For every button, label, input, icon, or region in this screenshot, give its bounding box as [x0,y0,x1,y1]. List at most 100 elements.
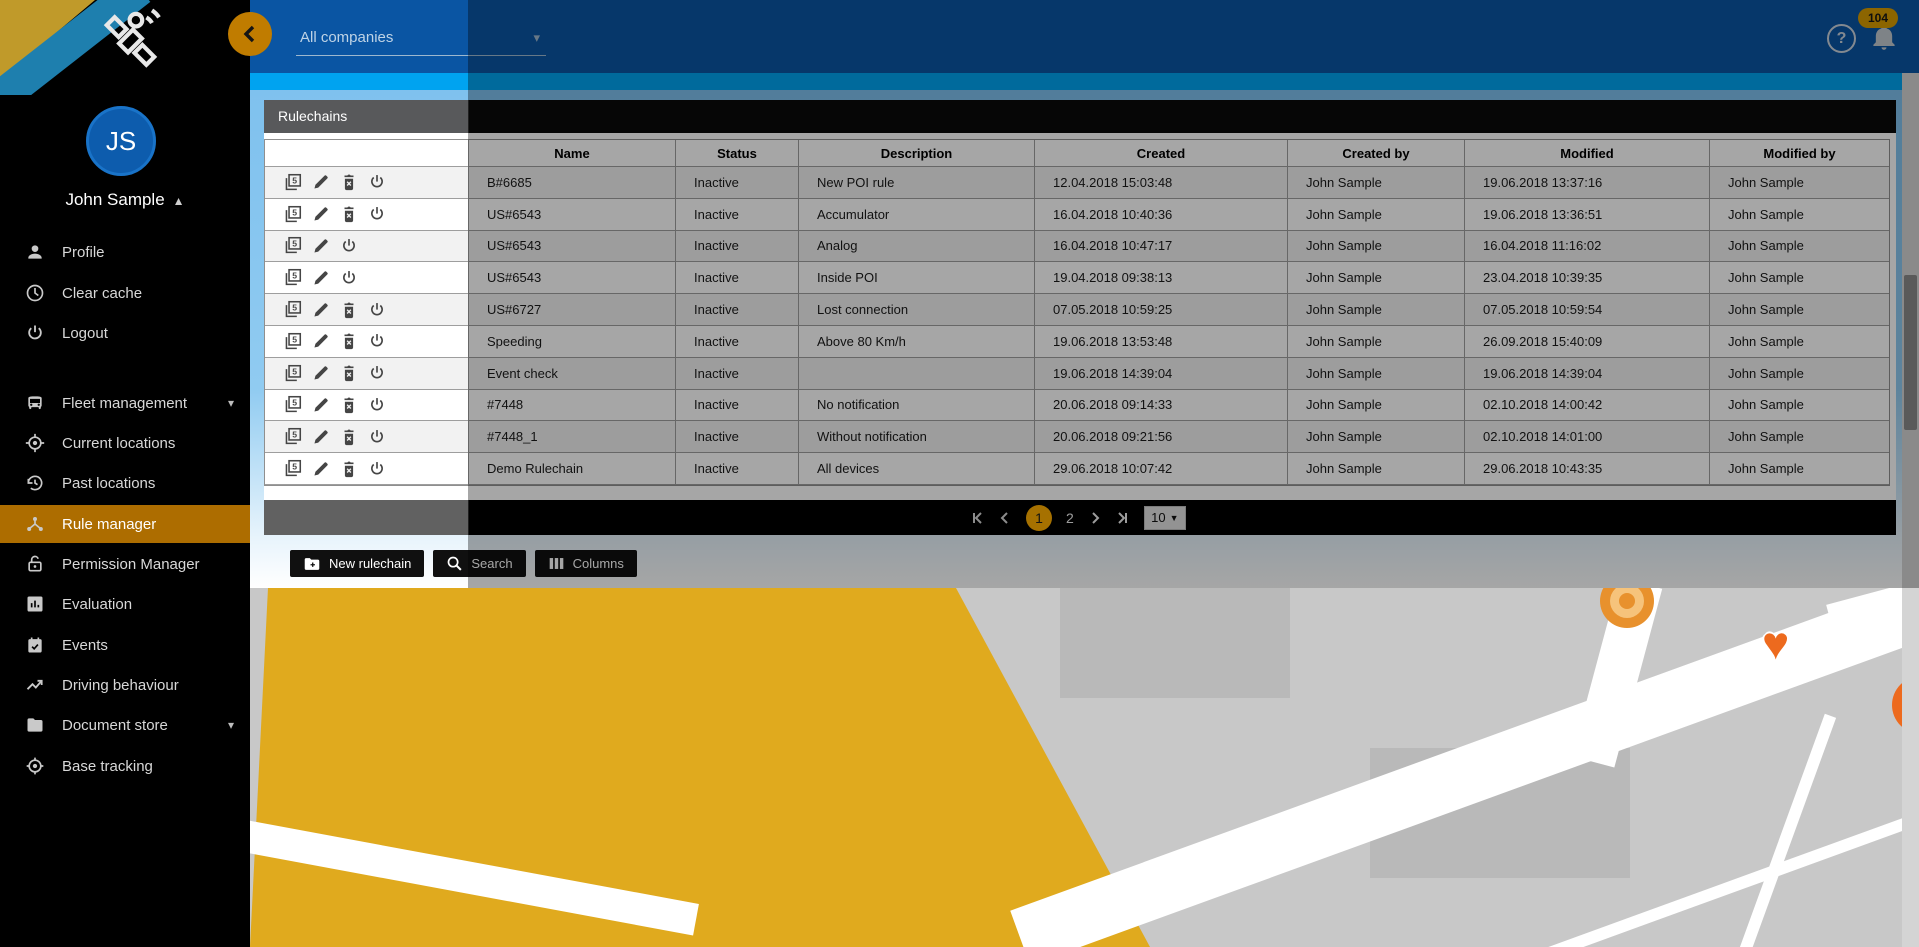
cell-modified: 02.10.2018 14:00:42 [1465,389,1710,422]
cell-modified: 19.06.2018 13:36:51 [1465,198,1710,231]
sidebar-item-profile[interactable]: Profile [0,233,250,271]
back-button[interactable] [228,12,272,56]
cell-status: Inactive [676,167,799,199]
row-power-icon[interactable] [368,460,386,478]
copy-5-icon[interactable]: 5 [283,300,302,319]
first-page-icon[interactable] [970,511,984,525]
sidebar-item-past-locations[interactable]: Past locations [0,464,250,502]
app-logo [0,0,250,95]
sidebar-item-current-locations[interactable]: Current locations [0,424,250,462]
copy-5-icon[interactable]: 5 [283,205,302,224]
last-page-icon[interactable] [1116,511,1130,525]
sidebar-item-permission-manager[interactable]: Permission Manager [0,545,250,583]
delete-icon[interactable] [340,173,358,191]
edit-icon[interactable] [312,396,330,414]
copy-5-icon[interactable]: 5 [283,364,302,383]
row-power-icon[interactable] [368,428,386,446]
company-select[interactable]: All companies ▾ [296,26,546,56]
copy-5-icon[interactable]: 5 [283,459,302,478]
edit-icon[interactable] [312,364,330,382]
next-page-icon[interactable] [1088,511,1102,525]
columns-button[interactable]: Columns [534,550,637,577]
header-cell-description[interactable]: Description [799,140,1035,167]
cell-name: US#6543 [469,262,676,295]
header-cell-created[interactable]: Created [1035,140,1288,167]
cell-description [799,357,1035,390]
row-power-icon[interactable] [340,237,358,255]
copy-5-icon[interactable]: 5 [283,427,302,446]
map-poi-dot [1619,593,1635,609]
cell-description: All devices [799,453,1035,485]
row-actions: 5 [265,357,469,390]
sidebar-item-label: Past locations [62,474,156,492]
copy-5-icon[interactable]: 5 [283,236,302,255]
edit-icon[interactable] [312,460,330,478]
page-2[interactable]: 2 [1066,509,1074,526]
sidebar-item-logout[interactable]: Logout [0,314,250,352]
copy-5-icon[interactable]: 5 [283,173,302,192]
sidebar-item-evaluation[interactable]: Evaluation [0,585,250,623]
sidebar-item-document-store[interactable]: Document store ▾ [0,706,250,744]
edit-icon[interactable] [312,173,330,191]
company-select-value: All companies [300,29,394,46]
avatar[interactable]: JS [86,106,156,176]
edit-icon[interactable] [312,205,330,223]
edit-icon[interactable] [312,269,330,287]
edit-icon[interactable] [312,428,330,446]
cell-description: No notification [799,389,1035,422]
cell-created-by: John Sample [1288,198,1465,231]
scrollbar-track[interactable] [1902,73,1919,947]
row-power-icon[interactable] [368,173,386,191]
delete-icon[interactable] [340,364,358,382]
cell-modified-by: John Sample [1710,325,1889,358]
sidebar-item-rule-manager[interactable]: Rule manager [0,505,250,543]
user-name[interactable]: John Sample ▲ [65,190,185,209]
delete-icon[interactable] [340,428,358,446]
delete-icon[interactable] [340,396,358,414]
edit-icon[interactable] [312,332,330,350]
edit-icon[interactable] [312,301,330,319]
row-power-icon[interactable] [368,364,386,382]
help-icon[interactable]: ? [1827,24,1856,53]
page-size-select[interactable]: 10 ▼ [1143,505,1186,530]
table-row: 5 US#6543 Inactive Inside POI 19.04.2018… [265,262,1889,295]
sidebar-item-fleet-management[interactable]: Fleet management ▾ [0,384,250,422]
edit-icon[interactable] [312,237,330,255]
delete-icon[interactable] [340,205,358,223]
header-cell-name[interactable]: Name [469,140,676,167]
row-actions: 5 [265,167,469,199]
row-power-icon[interactable] [368,396,386,414]
copy-5-icon[interactable]: 5 [283,268,302,287]
row-power-icon[interactable] [368,332,386,350]
copy-5-icon[interactable]: 5 [283,395,302,414]
header-cell-status[interactable]: Status [676,140,799,167]
sidebar-item-clear-cache[interactable]: Clear cache [0,274,250,312]
delete-icon[interactable] [340,460,358,478]
copy-5-icon[interactable]: 5 [283,332,302,351]
sidebar-item-driving-behaviour[interactable]: Driving behaviour [0,666,250,704]
map-heart-poi-icon: ♥ [1762,617,1790,669]
header-cell-created-by[interactable]: Created by [1288,140,1465,167]
rule-hub-icon [24,513,46,535]
search-button[interactable]: Search [433,550,526,577]
row-power-icon[interactable] [340,269,358,287]
delete-icon[interactable] [340,301,358,319]
page-current[interactable]: 1 [1026,504,1052,531]
map-building-block [1060,588,1290,698]
delete-icon[interactable] [340,332,358,350]
cell-description: Without notification [799,421,1035,454]
row-power-icon[interactable] [368,301,386,319]
prev-page-icon[interactable] [998,511,1012,525]
row-power-icon[interactable] [368,205,386,223]
power-icon [24,322,46,344]
header-cell-modified[interactable]: Modified [1465,140,1710,167]
sidebar-item-events[interactable]: Events [0,626,250,664]
sidebar-item-label: Rule manager [62,515,157,533]
header-cell-modified-by[interactable]: Modified by [1710,140,1889,167]
scrollbar-thumb[interactable] [1904,275,1917,430]
sidebar-item-base-tracking[interactable]: Base tracking [0,747,250,785]
cell-name: US#6543 [469,230,676,263]
notifications-bell-icon[interactable] [1870,22,1900,56]
row-actions: 5 [265,389,469,422]
new-rulechain-button[interactable]: New rulechain [290,550,425,577]
